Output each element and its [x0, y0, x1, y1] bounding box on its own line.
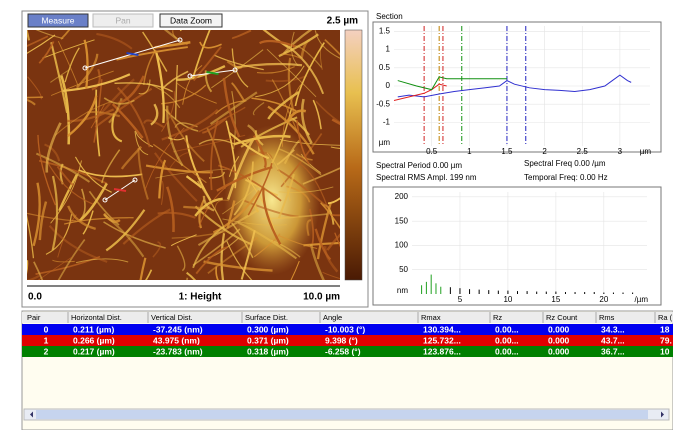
table-cell: 0.371 (µm)	[247, 335, 289, 345]
section-frame	[373, 22, 661, 152]
spectral-text: Temporal Freq: 0.00 Hz	[524, 173, 608, 182]
table-cell: 43.7...	[601, 335, 625, 345]
x-tick-label: 10	[503, 295, 512, 304]
y-tick-label: 150	[395, 216, 409, 225]
spectral-text: Spectral RMS Ampl. 199 nm	[376, 173, 477, 182]
x-unit: /µm	[635, 295, 649, 304]
y-unit: nm	[397, 286, 408, 295]
column-header: Ra (	[658, 313, 673, 322]
y-tick-label: -0.5	[376, 99, 390, 108]
column-header: Pair	[27, 313, 41, 322]
table-cell: 0.217 (µm)	[73, 346, 115, 356]
section-title: Section	[376, 12, 403, 21]
table-cell: 123.876...	[423, 346, 461, 356]
table-cell: 0.000	[548, 324, 570, 334]
column-header: Horizontal Dist.	[71, 313, 122, 322]
table-cell: 0.318 (µm)	[247, 346, 289, 356]
table-cell: 0	[44, 324, 49, 334]
table-cell: 0.000	[548, 335, 570, 345]
x-tick-label: 0.5	[426, 147, 438, 156]
y-tick-label: 200	[395, 192, 409, 201]
table-cell: 0.000	[548, 346, 570, 356]
table-cell: -37.245 (nm)	[153, 324, 203, 334]
column-header: Rz Count	[546, 313, 578, 322]
button-label: Pan	[115, 15, 130, 25]
column-header: Rz	[493, 313, 502, 322]
table-cell: 125.732...	[423, 335, 461, 345]
table-cell: 0.00...	[495, 335, 519, 345]
scale-label: 2.5 µm	[327, 16, 358, 27]
table-cell: -6.258 (°)	[325, 346, 361, 356]
column-header: Angle	[323, 313, 342, 322]
column-header: Rms	[599, 313, 615, 322]
y-tick-label: 100	[395, 241, 409, 250]
table-cell: 130.394...	[423, 324, 461, 334]
column-header: Rmax	[421, 313, 441, 322]
column-header: Surface Dist.	[245, 313, 288, 322]
column-header: Vertical Dist.	[151, 313, 193, 322]
y-tick-label: 0	[386, 81, 391, 90]
scroll-thumb[interactable]	[36, 410, 648, 419]
afm-window: Measure Pan Data Zoom 2.5 µm 0.0 1: Heig…	[0, 0, 673, 430]
table-cell: 18	[660, 324, 670, 334]
color-bar	[345, 30, 362, 280]
table-cell: 0.266 (µm)	[73, 335, 115, 345]
x-tick-label: 20	[599, 295, 608, 304]
table-cell: 34.3...	[601, 324, 625, 334]
table-cell: 36.7...	[601, 346, 625, 356]
x-tick-label: 3	[618, 147, 623, 156]
y-tick-label: 1	[386, 45, 391, 54]
table-cell: 0.300 (µm)	[247, 324, 289, 334]
x-tick-label: 1	[467, 147, 472, 156]
table-cell: 0.00...	[495, 346, 519, 356]
table-cell: 1	[44, 335, 49, 345]
x-tick-label: 2	[542, 147, 547, 156]
bright-region	[224, 125, 320, 275]
table-cell: 0.00...	[495, 324, 519, 334]
table-cell: 79.	[660, 335, 672, 345]
spectrum-frame	[373, 187, 661, 305]
table-cell: 0.211 (µm)	[73, 324, 114, 334]
axis-start: 0.0	[28, 292, 42, 303]
x-tick-label: 2.5	[577, 147, 589, 156]
table-cell: 9.398 (°)	[325, 335, 358, 345]
table-cell: 10	[660, 346, 670, 356]
table-cell: 2	[44, 346, 49, 356]
y-tick-label: 0.5	[379, 63, 391, 72]
y-tick-label: -1	[383, 117, 391, 126]
channel-label: 1: Height	[179, 292, 222, 303]
y-tick-label: 50	[399, 265, 408, 274]
y-tick-label: 1.5	[379, 27, 391, 36]
button-label: Measure	[41, 15, 74, 25]
x-unit: µm	[640, 147, 652, 156]
y-unit: µm	[379, 138, 391, 147]
spectral-text: Spectral Freq 0.00 /µm	[524, 159, 606, 168]
x-tick-label: 5	[458, 295, 463, 304]
table-cell: -23.783 (nm)	[153, 346, 203, 356]
axis-end: 10.0 µm	[303, 292, 340, 303]
spectral-text: Spectral Period 0.00 µm	[376, 161, 462, 170]
table-cell: 43.975 (nm)	[153, 335, 200, 345]
x-tick-label: 1.5	[501, 147, 513, 156]
x-tick-label: 15	[551, 295, 560, 304]
table-cell: -10.003 (°)	[325, 324, 365, 334]
button-label: Data Zoom	[170, 15, 212, 25]
